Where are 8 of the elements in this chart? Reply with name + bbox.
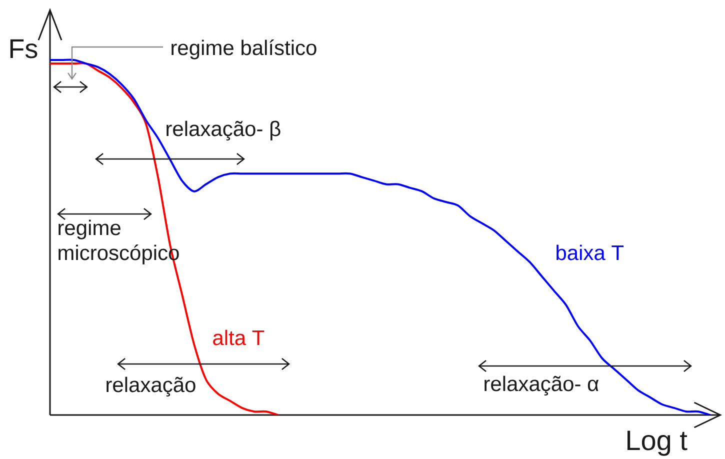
x-axis-title: Log t — [628, 430, 688, 456]
annotation: relaxação- β — [166, 120, 280, 140]
annotation: relaxação — [106, 376, 196, 396]
series-label: baixa T — [556, 244, 624, 260]
series-label: alta T — [213, 330, 264, 346]
text: regime balístico — [172, 40, 316, 60]
annotation: relaxação- α — [484, 376, 599, 396]
y-axis-title: Fs — [10, 39, 38, 58]
